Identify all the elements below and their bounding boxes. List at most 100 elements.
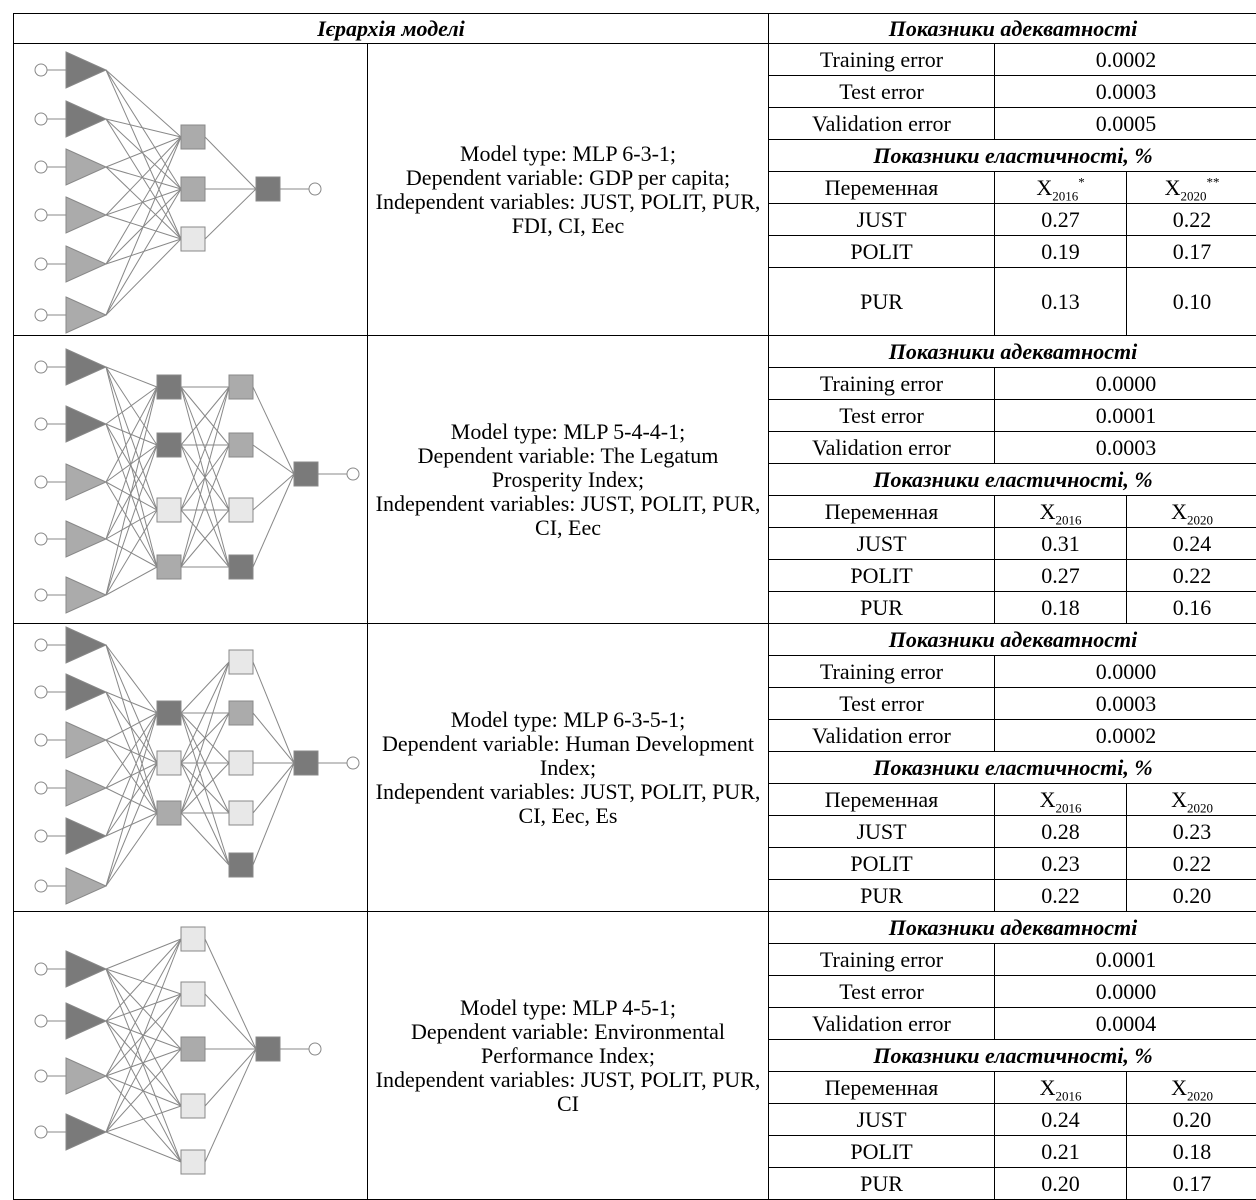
neuron (229, 853, 253, 877)
neuron (294, 751, 318, 775)
x-base: X (1040, 1075, 1056, 1100)
description-cell: Model type: MLP 6-3-1;Dependent variable… (368, 44, 769, 336)
elasticity-cell: 0.24 (995, 1104, 1127, 1136)
column-header: X2020 (1127, 784, 1256, 816)
elasticity-cell: 0.17 (1127, 1168, 1256, 1200)
model-table: Ієрархія моделі Показники адекватності M… (13, 13, 1256, 1200)
network-diagram (14, 45, 366, 335)
connection (106, 939, 181, 1132)
description-line: Independent variables: JUST, POLIT, PUR,… (374, 780, 762, 828)
neuron (229, 701, 253, 725)
section-title: Показники адекватності (769, 912, 1256, 944)
input-neuron (66, 197, 106, 233)
x-sub: 2020 (1187, 800, 1213, 815)
elasticity-cell: 0.21 (995, 1136, 1127, 1168)
description-cell: Model type: MLP 4-5-1;Dependent variable… (368, 912, 769, 1200)
elasticity-cell: JUST (769, 204, 995, 236)
input-neuron (66, 818, 106, 854)
elasticity-cell: PUR (769, 268, 995, 336)
elasticity-cell: 0.20 (995, 1168, 1127, 1200)
section-title: Показники адекватності (769, 624, 1256, 656)
neuron (181, 125, 205, 149)
description-line: Dependent variable: GDP per capita; (374, 166, 762, 190)
network-diagram (14, 913, 366, 1199)
metric-value: 0.0003 (995, 432, 1256, 464)
connection (253, 763, 294, 865)
metric-label: Training error (769, 944, 995, 976)
metric-label: Test error (769, 76, 995, 108)
connection (253, 445, 294, 474)
description-line: Independent variables: JUST, POLIT, PUR,… (374, 190, 762, 238)
connection (181, 662, 229, 713)
x-base: X (1171, 499, 1187, 524)
table-row: Model type: MLP 6-3-1;Dependent variable… (14, 44, 1256, 76)
input-neuron (66, 722, 106, 758)
diagram-cell (14, 44, 368, 336)
neuron (229, 375, 253, 399)
metric-label: Training error (769, 656, 995, 688)
connection (106, 367, 157, 510)
x-base: X (1171, 1075, 1187, 1100)
connection (253, 662, 294, 763)
input-node (35, 361, 47, 373)
input-neuron (66, 101, 106, 137)
description-line: Model type: MLP 6-3-5-1; (374, 708, 762, 732)
elasticity-cell: JUST (769, 1104, 995, 1136)
metric-label: Validation error (769, 720, 995, 752)
elasticity-cell: 0.23 (1127, 816, 1256, 848)
description-cell: Model type: MLP 5-4-4-1;Dependent variab… (368, 336, 769, 624)
connection (253, 474, 294, 510)
input-node (35, 258, 47, 270)
input-node (35, 589, 47, 601)
connection (106, 387, 157, 539)
neuron (157, 498, 181, 522)
description-line: Independent variables: JUST, POLIT, PUR,… (374, 1068, 762, 1116)
elasticity-cell: 0.31 (995, 528, 1127, 560)
x-base: X (1040, 787, 1056, 812)
description-line: Dependent variable: Environmental Perfor… (374, 1020, 762, 1068)
elasticity-cell: POLIT (769, 560, 995, 592)
connection (106, 713, 157, 740)
neuron (181, 1037, 205, 1061)
table-row: Model type: MLP 6-3-5-1;Dependent variab… (14, 624, 1256, 656)
metric-label: Training error (769, 368, 995, 400)
column-header: X2016* (995, 172, 1127, 204)
table-row: Model type: MLP 4-5-1;Dependent variable… (14, 912, 1256, 944)
connection (106, 713, 157, 886)
output-node (309, 1043, 321, 1055)
elasticity-cell: 0.20 (1127, 1104, 1256, 1136)
elasticity-cell: POLIT (769, 848, 995, 880)
elasticity-cell: 0.22 (1127, 560, 1256, 592)
elasticity-cell: 0.23 (995, 848, 1127, 880)
section-title: Показники еластичності, % (769, 140, 1256, 172)
input-node (35, 418, 47, 430)
diagram-cell (14, 336, 368, 624)
input-neuron (66, 464, 106, 500)
metric-label: Test error (769, 976, 995, 1008)
elasticity-cell: 0.10 (1127, 268, 1256, 336)
x-sup: ** (1206, 174, 1219, 189)
neuron (157, 801, 181, 825)
connection (253, 387, 294, 474)
column-header: X2016 (995, 1072, 1127, 1104)
input-node (35, 161, 47, 173)
x-sub: 2016 (1055, 512, 1081, 527)
neuron (181, 982, 205, 1006)
section-title: Показники еластичності, % (769, 1040, 1256, 1072)
x-sub: 2016 (1052, 188, 1078, 203)
column-header: X2016 (995, 496, 1127, 528)
elasticity-cell: 0.18 (1127, 1136, 1256, 1168)
neuron (181, 1150, 205, 1174)
connection (205, 1049, 256, 1162)
elasticity-cell: 0.27 (995, 560, 1127, 592)
connection (106, 239, 181, 315)
elasticity-cell: 0.22 (1127, 204, 1256, 236)
input-node (35, 64, 47, 76)
connection (106, 189, 181, 315)
connection (106, 1132, 181, 1162)
elasticity-cell: 0.19 (995, 236, 1127, 268)
neuron (229, 801, 253, 825)
elasticity-cell: 0.20 (1127, 880, 1256, 912)
column-header: Переменная (769, 172, 995, 204)
elasticity-cell: 0.24 (1127, 528, 1256, 560)
